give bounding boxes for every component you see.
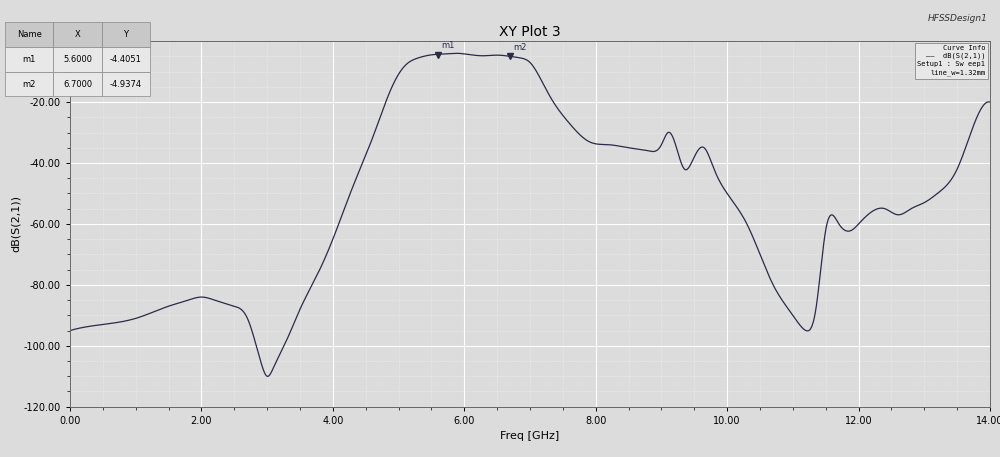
Title: XY Plot 3: XY Plot 3: [499, 25, 561, 38]
Text: m2: m2: [514, 43, 527, 52]
Text: m1: m1: [441, 42, 455, 50]
Y-axis label: dB(S(2,1)): dB(S(2,1)): [11, 196, 21, 252]
Text: Curve Info
——  dB(S(2,1))
Setup1 : Sw eep1
line_w=1.32mm: Curve Info —— dB(S(2,1)) Setup1 : Sw eep…: [917, 45, 985, 76]
X-axis label: Freq [GHz]: Freq [GHz]: [500, 431, 560, 441]
Text: HFSSDesign1: HFSSDesign1: [928, 14, 988, 23]
